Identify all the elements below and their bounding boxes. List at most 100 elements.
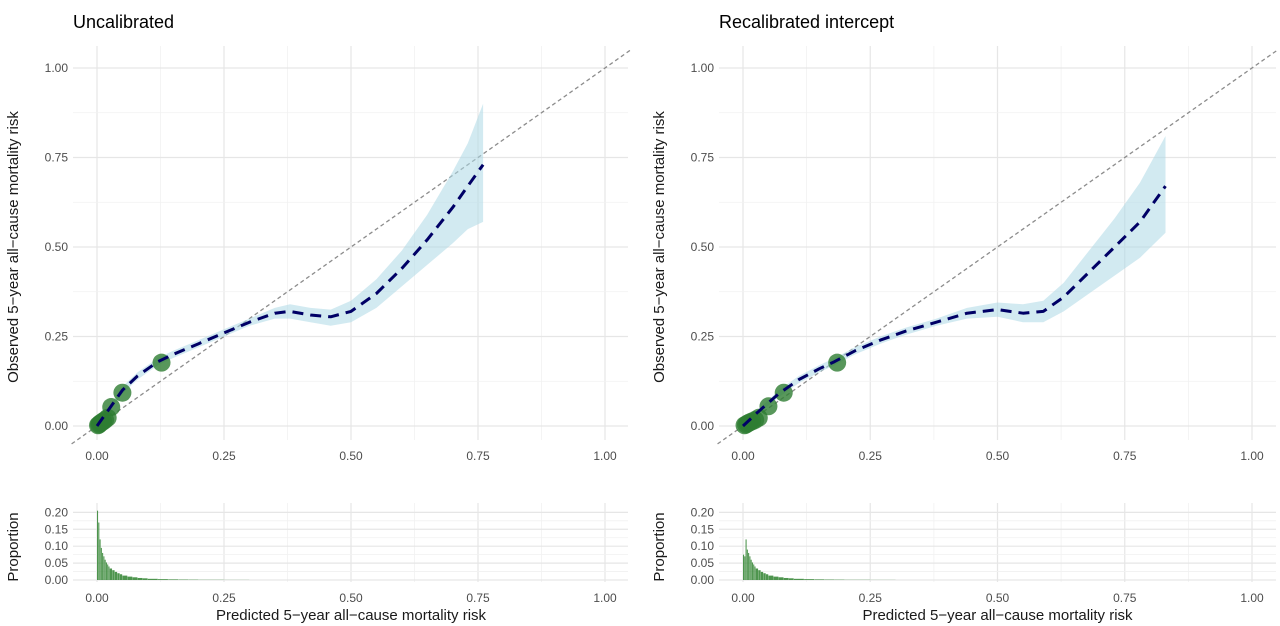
hist-x-tick-label: 0.00	[731, 591, 755, 605]
histogram-bar	[768, 575, 774, 580]
x-tick-label: 0.00	[85, 449, 109, 463]
x-tick-label: 0.25	[859, 449, 883, 463]
main-grid	[73, 46, 628, 440]
hist-grid	[719, 503, 1276, 582]
hist-y-tick-label: 0.00	[45, 573, 69, 587]
histogram-bar	[814, 579, 825, 580]
calibration-curve	[741, 185, 1167, 428]
calibration-point	[828, 353, 847, 372]
hist-x-tick-label: 0.75	[1113, 591, 1137, 605]
x-axis-label: Predicted 5−year all−cause mortality ris…	[216, 607, 487, 624]
histogram-bar	[773, 576, 779, 580]
reference-diagonal	[717, 49, 1278, 445]
x-tick-label: 1.00	[593, 449, 617, 463]
calibration-point	[759, 397, 778, 416]
hist-grid	[73, 503, 628, 582]
hist-y-tick-label: 0.15	[45, 522, 69, 536]
histogram-bar	[753, 564, 755, 580]
histogram-bar	[755, 568, 759, 580]
hist-y-tick-label: 0.15	[691, 522, 715, 536]
hist-y-tick-label: 0.20	[691, 505, 715, 519]
histogram-bar	[168, 579, 179, 580]
hist-x-tick-label: 0.75	[466, 591, 490, 605]
histogram-bar	[748, 552, 750, 580]
histogram-bar	[99, 539, 101, 580]
histogram-bar	[760, 571, 764, 580]
histogram-bar	[751, 562, 753, 580]
hist-y-tick-label: 0.05	[691, 556, 715, 570]
histogram-bar	[763, 573, 766, 580]
y-tick-label: 1.00	[691, 61, 715, 75]
x-tick-label: 1.00	[1240, 449, 1264, 463]
histogram-bar	[98, 522, 100, 580]
histogram-bar	[102, 552, 104, 580]
histogram-bar	[765, 574, 769, 580]
y-tick-label: 0.50	[45, 240, 69, 254]
histogram-bar	[108, 566, 110, 580]
histogram-bar	[758, 570, 761, 580]
calibration-panel-2: Recalibrated intercept 0.00 0.00 0.25 0.25 0.…	[651, 12, 1278, 624]
y-tick-label: 0.75	[691, 151, 715, 165]
hist-x-tick-label: 1.00	[593, 591, 617, 605]
y-tick-label: 0.25	[691, 330, 715, 344]
hist-y-tick-label: 0.20	[45, 505, 69, 519]
x-tick-label: 0.50	[986, 449, 1010, 463]
histogram-bar	[103, 556, 105, 580]
histogram-bar	[745, 539, 747, 580]
histogram-bar	[744, 556, 746, 580]
x-tick-label: 0.00	[731, 449, 755, 463]
hist-y-axis-label: Proportion	[651, 512, 668, 581]
histogram-bar	[147, 578, 158, 580]
histogram-bar	[804, 579, 815, 580]
histogram-bar	[142, 578, 148, 580]
histogram-bar	[114, 571, 118, 580]
hist-y-tick-label: 0.05	[45, 556, 69, 570]
calibration-curve	[95, 163, 485, 427]
histogram-bars	[743, 539, 896, 580]
histogram-bar	[778, 577, 784, 580]
x-tick-label: 0.50	[339, 449, 363, 463]
histogram-bar	[788, 578, 794, 580]
grouped-points	[735, 353, 847, 435]
hist-y-tick-label: 0.10	[45, 539, 69, 553]
panel-title: Uncalibrated	[73, 12, 174, 32]
grouped-points	[89, 353, 171, 435]
histogram-bar	[117, 573, 120, 580]
panel-title: Recalibrated intercept	[719, 12, 894, 32]
x-axis-label: Predicted 5−year all−cause mortality ris…	[862, 607, 1133, 624]
hist-x-tick-label: 0.50	[339, 591, 363, 605]
hist-x-tick-label: 0.50	[986, 591, 1010, 605]
y-tick-label: 0.00	[45, 419, 69, 433]
histogram-bar	[157, 579, 168, 580]
histogram-bar	[104, 559, 106, 580]
hist-y-tick-label: 0.10	[691, 539, 715, 553]
histogram-bar	[137, 577, 143, 580]
confidence-ribbon	[97, 103, 484, 427]
histogram-bar	[100, 547, 102, 580]
histogram-bar	[107, 564, 109, 580]
hist-x-tick-label: 0.25	[859, 591, 883, 605]
histogram-bar	[112, 570, 115, 580]
y-axis-label: Observed 5−year all−cause mortality risk	[651, 111, 668, 383]
histogram-bar	[119, 574, 123, 580]
hist-x-tick-label: 0.25	[212, 591, 236, 605]
histogram-bar	[97, 510, 99, 580]
hist-x-tick-label: 1.00	[1240, 591, 1264, 605]
x-tick-label: 0.75	[1113, 449, 1137, 463]
histogram-bar	[105, 562, 107, 580]
histogram-bars	[97, 510, 250, 580]
histogram-bar	[783, 577, 789, 580]
hist-x-tick-label: 0.00	[85, 591, 109, 605]
y-tick-label: 0.50	[691, 240, 715, 254]
y-axis-label: Observed 5−year all−cause mortality risk	[5, 111, 22, 383]
histogram-bar	[750, 559, 752, 580]
histogram-bar	[746, 549, 748, 580]
y-tick-label: 0.00	[691, 419, 715, 433]
x-tick-label: 0.25	[212, 449, 236, 463]
calibration-panel-1: Uncalibrated 0.00 0.00 0.25 0.25 0.50 0.50 0.75…	[5, 12, 631, 624]
main-grid	[719, 46, 1276, 440]
y-tick-label: 0.25	[45, 330, 69, 344]
x-tick-label: 0.75	[466, 449, 490, 463]
y-tick-label: 1.00	[45, 61, 69, 75]
